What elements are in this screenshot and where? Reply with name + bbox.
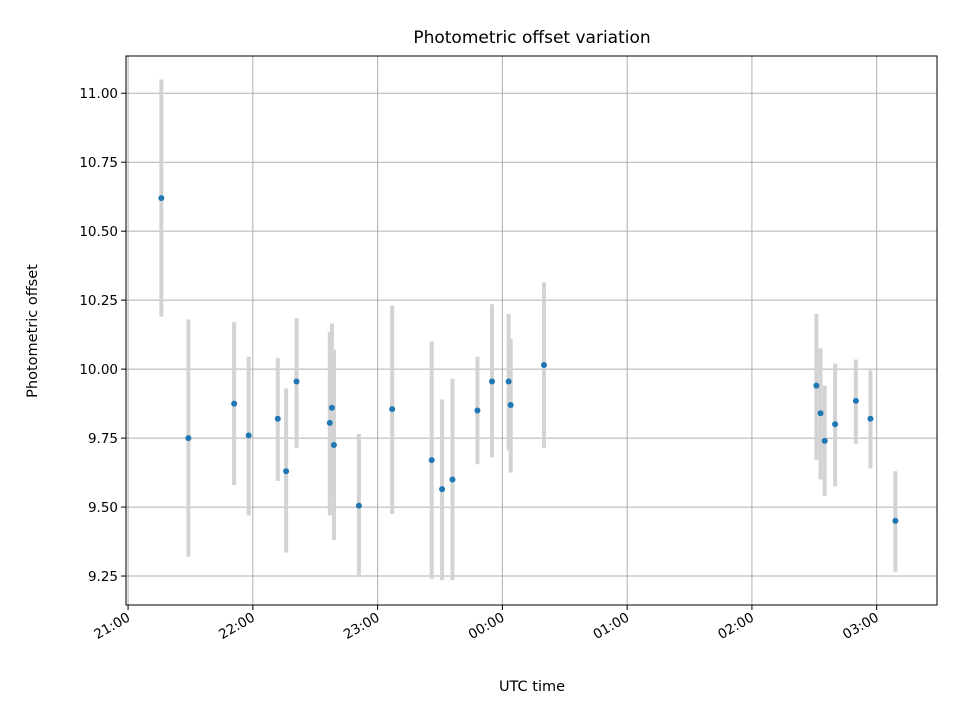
grid <box>126 56 937 605</box>
x-tick-label: 00:00 <box>466 610 508 643</box>
data-point <box>274 415 281 422</box>
data-point <box>428 457 435 464</box>
data-point <box>852 397 859 404</box>
y-tick-label: 10.50 <box>79 224 118 240</box>
data-point <box>488 378 495 385</box>
data-point <box>449 476 456 483</box>
data-point <box>832 421 839 428</box>
data-point <box>158 195 165 202</box>
y-tick-label: 9.50 <box>88 500 118 516</box>
data-point <box>474 407 481 414</box>
x-tick-label: 22:00 <box>216 610 258 643</box>
data-point <box>813 382 820 389</box>
data-point <box>867 415 874 422</box>
x-tick-label: 03:00 <box>840 610 882 643</box>
data-point <box>389 406 396 413</box>
data-point <box>231 400 238 407</box>
y-tick-label: 10.25 <box>79 293 118 309</box>
data-point <box>507 401 514 408</box>
data-point <box>439 486 446 493</box>
y-tick-label: 10.75 <box>79 155 118 171</box>
y-tick-label: 9.75 <box>88 431 118 447</box>
plot-frame <box>125 55 938 606</box>
data-point <box>817 410 824 417</box>
y-tick-label: 9.25 <box>88 569 118 585</box>
data-point <box>283 468 290 475</box>
x-tick-label: 21:00 <box>91 610 133 643</box>
data-point <box>328 404 335 411</box>
data-point <box>355 502 362 509</box>
data-point <box>540 361 547 368</box>
data-point <box>821 437 828 444</box>
y-axis-label: Photometric offset <box>25 264 41 398</box>
data-point <box>293 378 300 385</box>
x-tick-label: 23:00 <box>341 610 383 643</box>
x-tick-label: 02:00 <box>715 610 757 643</box>
data-point <box>892 517 899 524</box>
error-bars <box>159 79 898 581</box>
data-point <box>245 432 252 439</box>
chart-title: Photometric offset variation <box>413 28 650 48</box>
y-tick-label: 10.00 <box>79 362 118 378</box>
x-tick-label: 01:00 <box>590 610 632 643</box>
y-tick-label: 11.00 <box>79 86 118 102</box>
data-point <box>330 441 337 448</box>
data-point <box>185 435 192 442</box>
x-axis-label: UTC time <box>499 679 565 695</box>
y-axis-ticks: 9.25 9.50 9.75 10.00 10.25 10.50 10.75 11.00 <box>79 86 126 585</box>
data-point <box>505 378 512 385</box>
data-points <box>158 195 899 524</box>
data-point <box>326 419 333 426</box>
x-axis-ticks: 21:00 22:00 23:00 00:00 01:00 02:00 03:00 <box>91 605 882 643</box>
